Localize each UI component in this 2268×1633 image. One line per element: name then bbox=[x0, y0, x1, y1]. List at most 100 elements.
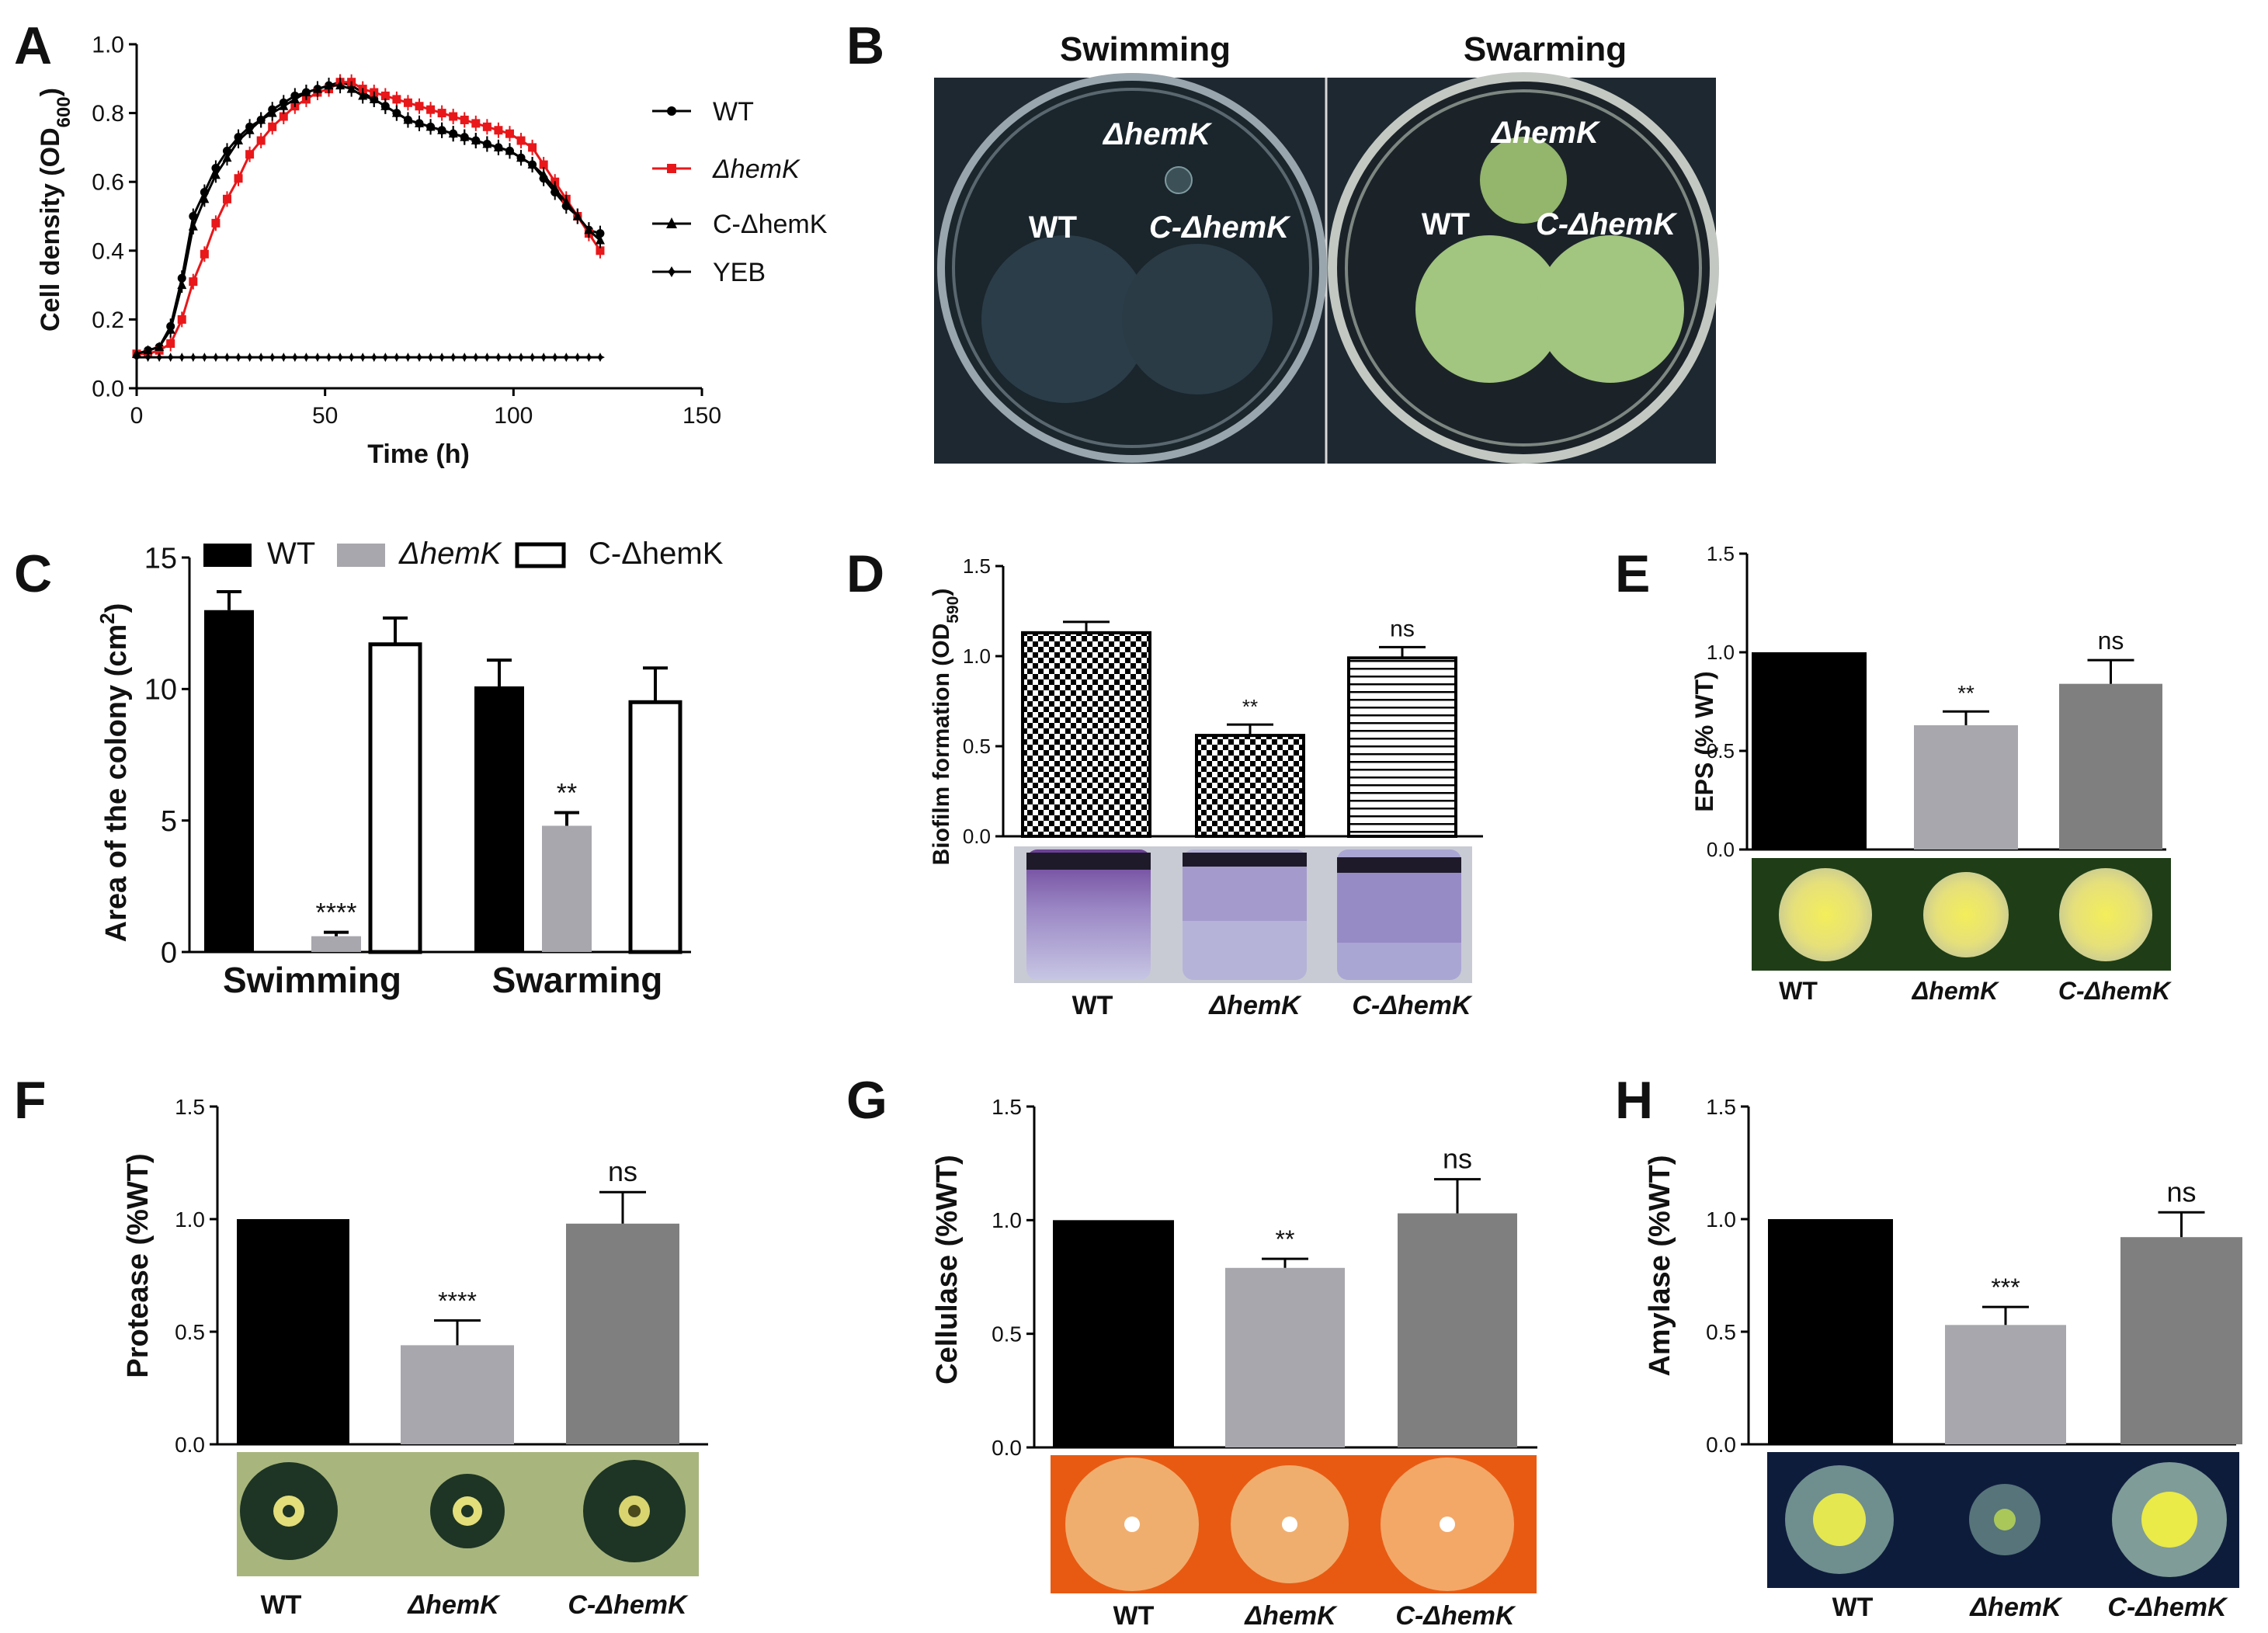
panel-h-bar-0 bbox=[1768, 1219, 1893, 1444]
panel-f-signif-1: **** bbox=[438, 1287, 477, 1315]
panel-a-point-2-33 bbox=[505, 145, 515, 155]
panel-a-point-3-11 bbox=[256, 353, 266, 363]
panel-d-ytick-label-0: 0.0 bbox=[963, 825, 991, 848]
panel-a-ytick-label-5: 1.0 bbox=[92, 33, 124, 58]
panel-c-legend-wt: WT bbox=[267, 537, 315, 571]
panel-g-bar-1 bbox=[1225, 1267, 1345, 1447]
panel-a-point-1-10 bbox=[245, 150, 255, 159]
panel-h-plot-area: 0.0 0.5 1.0 1.5 *** ns bbox=[1706, 1095, 2242, 1457]
panel-a-point-3-25 bbox=[415, 353, 424, 363]
panel-e-ytick-label-0: 0.0 bbox=[1707, 838, 1735, 861]
panel-a-point-3-38 bbox=[561, 353, 571, 363]
panel-a-series-line-2 bbox=[136, 84, 601, 356]
panel-a-ytick-label-2: 0.4 bbox=[92, 238, 124, 264]
panel-b-title-swimming: Swimming bbox=[1060, 30, 1231, 68]
legend-item-hemk: ΔhemK bbox=[652, 155, 801, 184]
panel-a-point-3-41 bbox=[595, 353, 605, 363]
panel-a-point-3-20 bbox=[358, 353, 368, 363]
panel-a-point-2-36 bbox=[539, 169, 549, 179]
panel-d-bar-2 bbox=[1347, 656, 1457, 838]
panel-e-bar-0 bbox=[1752, 652, 1867, 850]
panel-letter-d: D bbox=[846, 544, 884, 603]
panel-h-bar-1 bbox=[1945, 1325, 2066, 1444]
panel-a-xtick-label-0: 0 bbox=[130, 403, 144, 429]
panel-c-ytick-label-1: 5 bbox=[161, 805, 177, 838]
panel-a-ytick-label-4: 0.8 bbox=[92, 101, 124, 127]
panel-a-point-3-29 bbox=[460, 353, 470, 363]
panel-e-ylabel: EPS (% WT) bbox=[1690, 671, 1718, 811]
panel-a-point-2-30 bbox=[471, 135, 481, 145]
panel-d-ytick-label-1: 0.5 bbox=[963, 735, 991, 758]
panel-a-point-3-39 bbox=[572, 353, 582, 363]
panel-f-bar-0 bbox=[237, 1219, 349, 1444]
panel-c-bar-1-0 bbox=[474, 686, 524, 952]
panel-a-growth-curve: 0.0 0.2 0.4 0.6 0.8 1.0 0 50 100 150 Time (h) Cel… bbox=[36, 33, 828, 470]
panel-a-point-1-41 bbox=[596, 246, 605, 255]
panel-e-ytick-label-3: 1.5 bbox=[1707, 542, 1735, 565]
panel-a-point-1-34 bbox=[516, 136, 526, 145]
panel-a-point-2-39 bbox=[572, 210, 582, 221]
panel-a-point-1-31 bbox=[482, 122, 491, 131]
tube-mut bbox=[1183, 850, 1307, 980]
panel-a-point-3-32 bbox=[493, 353, 503, 363]
panel-d-label-comp: C-ΔhemK bbox=[1352, 991, 1473, 1020]
panel-a-point-1-32 bbox=[494, 126, 503, 135]
legend-label-wt: WT bbox=[713, 97, 754, 127]
panel-a-point-2-20 bbox=[358, 90, 368, 100]
panel-g-cellulase: 0.0 0.5 1.0 1.5 ** ns Cellulase (%WT) WT Δhem… bbox=[931, 1095, 1537, 1631]
panel-h-ytick-label-3: 1.5 bbox=[1706, 1095, 1736, 1119]
panel-d-bar-0 bbox=[1021, 631, 1151, 839]
panel-c-signif-1: ** bbox=[557, 779, 577, 808]
panel-a-point-1-12 bbox=[268, 122, 277, 131]
panel-e-bar-2 bbox=[2059, 683, 2162, 850]
panel-a-point-3-6 bbox=[200, 353, 210, 363]
panel-e-label-comp: C-ΔhemK bbox=[2058, 977, 2172, 1005]
panel-a-point-2-28 bbox=[448, 128, 458, 138]
panel-c-category-1: Swarming bbox=[492, 960, 663, 1000]
panel-a-point-1-33 bbox=[505, 129, 514, 138]
tube-wt bbox=[1026, 850, 1151, 980]
panel-g-label-mut: ΔhemK bbox=[1243, 1601, 1338, 1631]
panel-g-photo bbox=[1051, 1455, 1537, 1593]
panel-a-point-3-31 bbox=[482, 353, 492, 363]
panel-d-label-mut: ΔhemK bbox=[1207, 991, 1302, 1020]
panel-e-eps: 0.0 0.5 1.0 1.5 ** ns EPS (% WT) WT ΔhemK C-Δ… bbox=[1690, 542, 2172, 1005]
panel-f-ytick-label-0: 0.0 bbox=[175, 1433, 205, 1457]
panel-a-point-2-12 bbox=[267, 107, 277, 117]
panel-a-point-2-13 bbox=[279, 100, 289, 110]
swim-label-mut: ΔhemK bbox=[1102, 117, 1213, 151]
panel-a-point-3-24 bbox=[403, 353, 413, 363]
panel-h-bar-2 bbox=[2120, 1237, 2242, 1444]
panel-c-legend-c-hemk: C-ΔhemK bbox=[589, 537, 724, 571]
panel-a-point-2-10 bbox=[245, 124, 255, 134]
panel-a-point-2-21 bbox=[369, 93, 379, 103]
panel-f-ylabel: Protease (%WT) bbox=[122, 1153, 155, 1378]
panel-c-bar-0-1 bbox=[311, 936, 361, 952]
panel-f-signif-2: ns bbox=[608, 1155, 637, 1187]
panel-a-point-3-3 bbox=[165, 353, 175, 363]
tube-comp bbox=[1337, 850, 1461, 980]
panel-a-point-3-4 bbox=[177, 353, 187, 363]
swim-colony-mut bbox=[1165, 166, 1193, 194]
swarm-colony-comp bbox=[1537, 235, 1684, 383]
panel-g-signif-1: ** bbox=[1276, 1225, 1295, 1253]
panel-g-label-comp: C-ΔhemK bbox=[1395, 1601, 1516, 1631]
panel-a-point-2-38 bbox=[561, 196, 571, 207]
panel-a-point-3-26 bbox=[425, 353, 436, 363]
panel-d-ylabel: Biofilm formation (OD590) bbox=[929, 589, 962, 866]
panel-e-label-mut: ΔhemK bbox=[1912, 977, 2000, 1005]
panel-d-plot-area: 0.0 0.5 1.0 1.5 ** ns bbox=[963, 554, 1483, 848]
panel-a-point-2-5 bbox=[188, 221, 198, 231]
panel-g-plot-area: 0.0 0.5 1.0 1.5 ** ns bbox=[992, 1095, 1537, 1460]
panel-a-series-line-1 bbox=[137, 81, 602, 356]
panel-a-xtick-label-3: 150 bbox=[682, 403, 721, 429]
panel-h-amylase: 0.0 0.5 1.0 1.5 *** ns Amylase (%WT) WT ΔhemK… bbox=[1644, 1095, 2242, 1622]
panel-c-legend-hemk: ΔhemK bbox=[398, 537, 503, 571]
panel-d-signif-1: ** bbox=[1242, 695, 1258, 718]
panel-a-ylabel: Cell density (OD600) bbox=[36, 88, 75, 332]
panel-a-point-1-11 bbox=[256, 136, 266, 145]
panel-c-category-0: Swimming bbox=[223, 960, 401, 1000]
panel-a-point-3-17 bbox=[324, 353, 334, 363]
panel-a-point-3-27 bbox=[437, 353, 447, 363]
